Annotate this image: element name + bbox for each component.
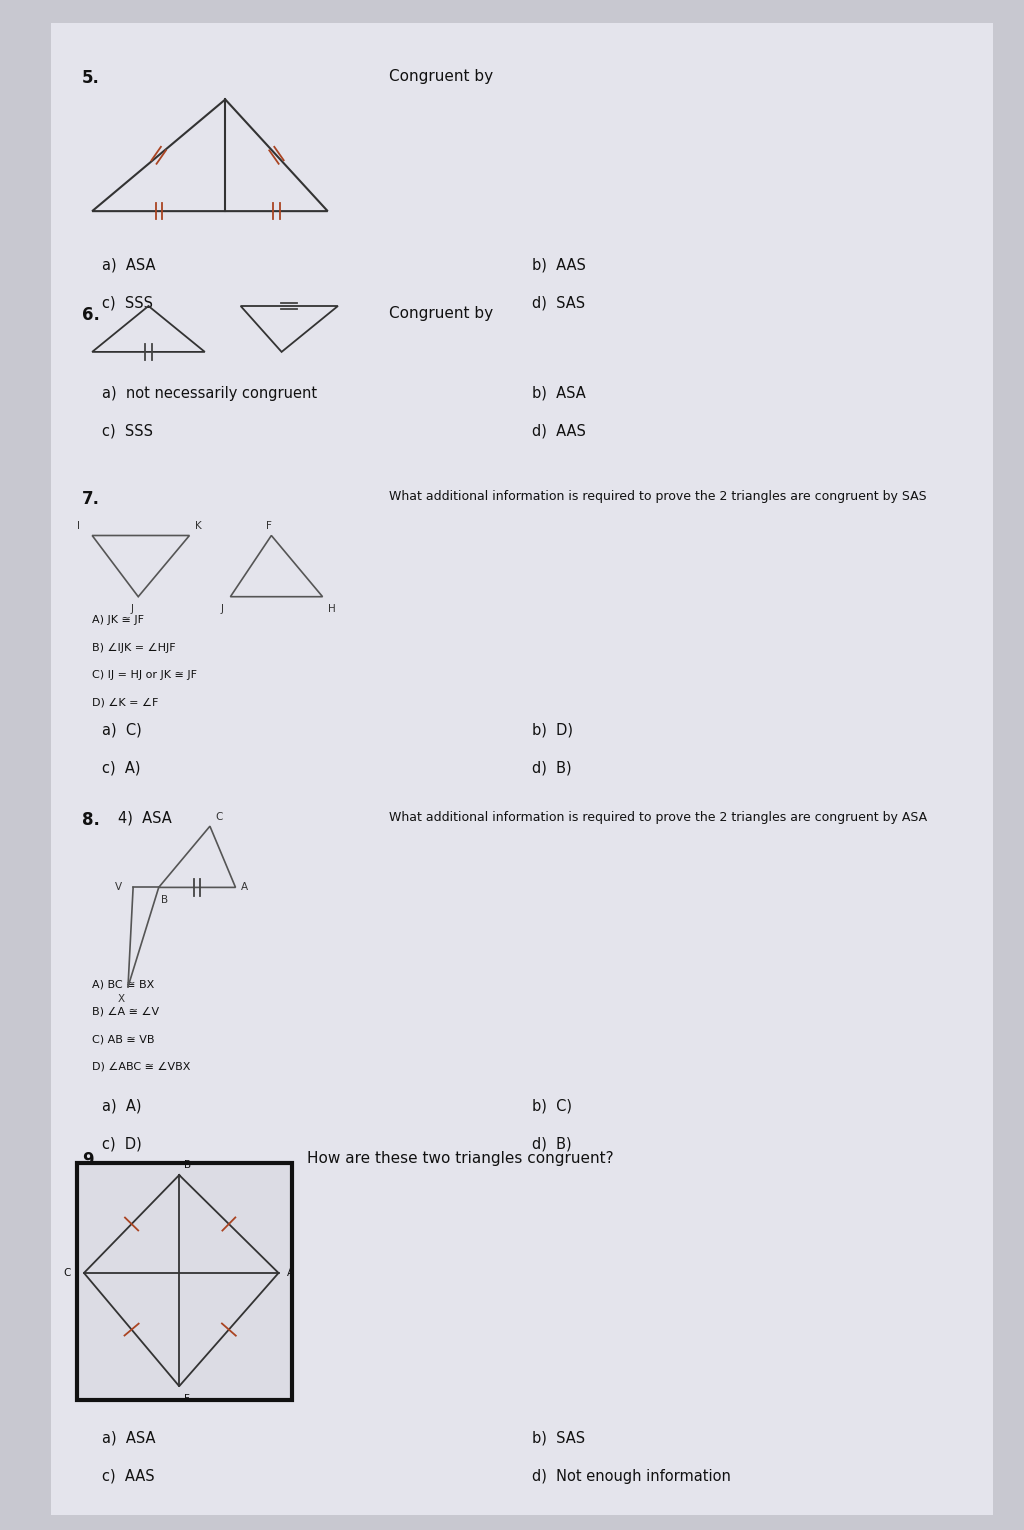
Text: d)  Not enough information: d) Not enough information [532, 1469, 731, 1484]
Text: 6.: 6. [82, 306, 99, 324]
Text: What additional information is required to prove the 2 triangles are congruent b: What additional information is required … [389, 811, 928, 823]
Text: c)  A): c) A) [102, 760, 141, 776]
Text: b)  SAS: b) SAS [532, 1431, 586, 1446]
Text: 8.: 8. [82, 811, 99, 829]
Text: a)  C): a) C) [102, 722, 142, 737]
Text: F: F [266, 520, 272, 531]
Text: 5.: 5. [82, 69, 99, 87]
Text: 9.: 9. [82, 1151, 100, 1169]
Text: C) IJ = HJ or JK ≅ JF: C) IJ = HJ or JK ≅ JF [92, 670, 198, 681]
Text: C) AB ≅ VB: C) AB ≅ VB [92, 1034, 155, 1045]
Text: b)  ASA: b) ASA [532, 386, 586, 401]
Text: d)  AAS: d) AAS [532, 424, 587, 439]
Text: a)  ASA: a) ASA [102, 1431, 156, 1446]
Text: b)  AAS: b) AAS [532, 257, 587, 272]
Text: How are these two triangles congruent?: How are these two triangles congruent? [307, 1151, 613, 1166]
Text: b)  D): b) D) [532, 722, 573, 737]
Text: c)  SSS: c) SSS [102, 295, 154, 311]
Text: D) ∠K = ∠F: D) ∠K = ∠F [92, 698, 159, 708]
Text: B: B [184, 1160, 191, 1170]
Text: J: J [131, 604, 133, 615]
Text: H: H [328, 604, 336, 615]
Text: J: J [220, 604, 223, 615]
Text: B) ∠A ≅ ∠V: B) ∠A ≅ ∠V [92, 1007, 160, 1017]
Text: a)  ASA: a) ASA [102, 257, 156, 272]
Text: b)  C): b) C) [532, 1099, 572, 1114]
Text: 4)  ASA: 4) ASA [118, 811, 171, 826]
Text: c)  SSS: c) SSS [102, 424, 154, 439]
FancyBboxPatch shape [51, 23, 993, 1515]
Text: c)  D): c) D) [102, 1137, 142, 1152]
FancyBboxPatch shape [77, 1163, 292, 1400]
Text: Congruent by: Congruent by [389, 306, 494, 321]
Text: V: V [115, 883, 122, 892]
Text: 7.: 7. [82, 490, 100, 508]
Text: A) JK ≅ JF: A) JK ≅ JF [92, 615, 144, 626]
Text: d)  SAS: d) SAS [532, 295, 586, 311]
Text: a)  A): a) A) [102, 1099, 142, 1114]
Text: D) ∠ABC ≅ ∠VBX: D) ∠ABC ≅ ∠VBX [92, 1062, 190, 1073]
Text: F: F [184, 1394, 190, 1405]
Text: I: I [77, 520, 80, 531]
Text: K: K [195, 520, 202, 531]
Text: c)  AAS: c) AAS [102, 1469, 155, 1484]
Text: B) ∠IJK = ∠HJF: B) ∠IJK = ∠HJF [92, 643, 176, 653]
Text: What additional information is required to prove the 2 triangles are congruent b: What additional information is required … [389, 490, 927, 502]
Text: d)  B): d) B) [532, 760, 572, 776]
Text: A) BC ≅ BX: A) BC ≅ BX [92, 979, 155, 990]
Text: d)  B): d) B) [532, 1137, 572, 1152]
Text: X: X [118, 994, 125, 1005]
Text: Congruent by: Congruent by [389, 69, 494, 84]
Text: a)  not necessarily congruent: a) not necessarily congruent [102, 386, 317, 401]
Text: A: A [287, 1268, 294, 1278]
Text: C: C [215, 811, 222, 822]
Text: C: C [63, 1268, 71, 1278]
Text: A: A [241, 883, 248, 892]
Text: B: B [161, 895, 168, 906]
